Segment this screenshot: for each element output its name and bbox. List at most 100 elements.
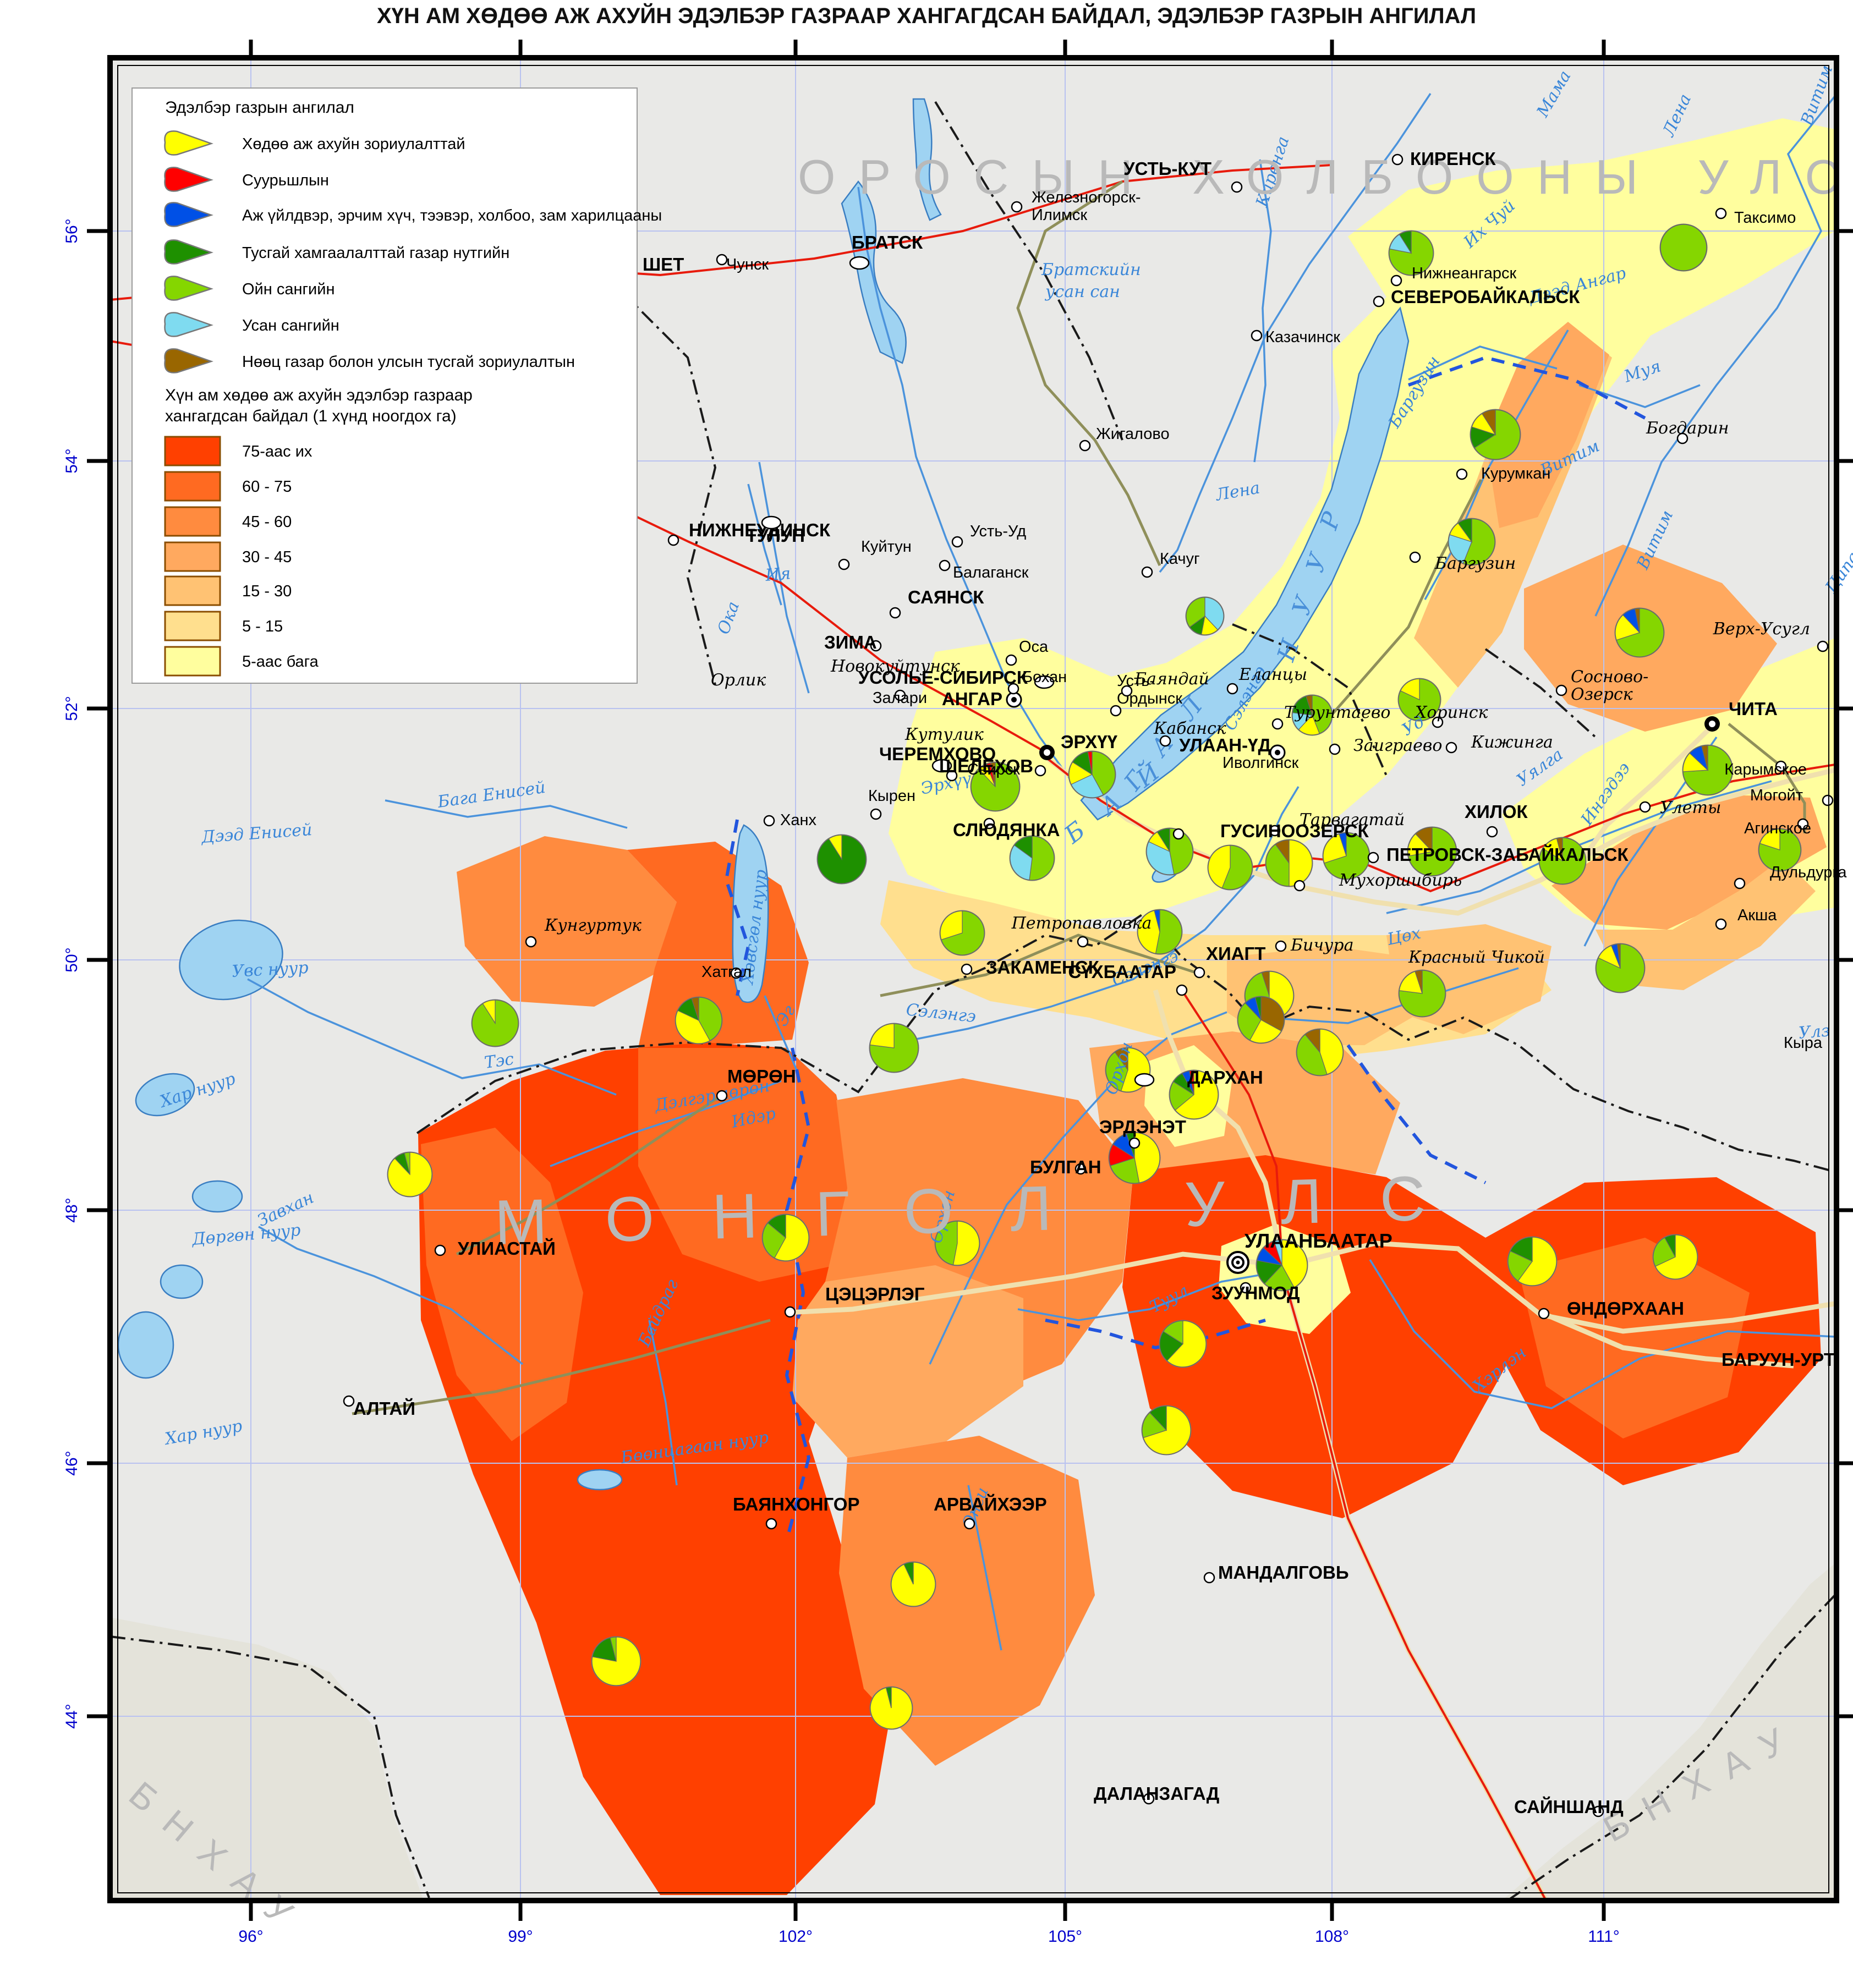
city: Бохан xyxy=(1007,668,1067,695)
city: ХИАГТ xyxy=(1193,943,1265,979)
city: СЛЮДЯНКА xyxy=(953,817,1060,840)
lon-label: 102° xyxy=(779,1927,813,1946)
legend-wedge-ind xyxy=(164,202,213,227)
pie-slice-res xyxy=(691,997,699,1021)
legend-category-label: Суурьшлын xyxy=(242,172,329,189)
lake-khar-n xyxy=(135,1073,195,1117)
city-oval xyxy=(1134,1073,1155,1087)
legend-category-label: Усан сангийн xyxy=(242,317,339,334)
pie-chart xyxy=(1296,1028,1344,1077)
city: Могойт xyxy=(1750,787,1834,806)
city-label: Бичура xyxy=(1290,936,1354,955)
city: БУЛГАН xyxy=(1030,1157,1101,1177)
rivers xyxy=(247,93,1836,1651)
pie-chart xyxy=(1159,1320,1207,1368)
aimag-border-line xyxy=(1346,1044,1487,1184)
legend-category-label: Аж үйлдвэр, эрчим хүч, тээвэр, холбоо, з… xyxy=(242,207,662,224)
city-label: УСОЛЬЕ-СИБИРСК xyxy=(858,667,1028,688)
city: АРВАЙХЭЭР xyxy=(934,1493,1047,1530)
pie-slice-agr xyxy=(675,1010,711,1044)
city-label: Кыра xyxy=(1784,1034,1823,1052)
city-label: Еланцы xyxy=(1238,665,1307,684)
city-label: ДАЛАНЗАГАД xyxy=(1094,1783,1219,1804)
city-label: УЛААН-ҮД xyxy=(1179,735,1271,755)
pie-slice-prot xyxy=(1256,1260,1283,1284)
city-label: Куйтун xyxy=(861,538,912,556)
city-dot xyxy=(1734,877,1746,889)
aimag-border-line xyxy=(785,1047,811,1541)
local-road xyxy=(1016,180,1161,567)
pie-chart xyxy=(1137,909,1183,955)
legend-choropleth-title: Хүн ам хөдөө аж ахуйн эдэлбэр газраар xyxy=(165,386,473,404)
city-label: Жигалово xyxy=(1096,425,1170,443)
pie-slice-agr xyxy=(828,834,842,861)
city-dot xyxy=(1432,716,1444,728)
pie-slice-agr xyxy=(1323,833,1347,864)
lat-label: 46° xyxy=(63,1451,81,1475)
pie-slice-agr xyxy=(1615,614,1641,641)
city-label: Усть-Ордынск xyxy=(1117,672,1182,707)
city-dot xyxy=(730,967,742,979)
city-dot xyxy=(1775,760,1787,772)
city-dot xyxy=(1110,705,1122,717)
pie-slice-prot xyxy=(1149,1405,1167,1431)
water-label: Улз xyxy=(1798,1021,1831,1043)
river-line xyxy=(1408,345,1558,381)
pie-chart xyxy=(934,1220,980,1266)
lat-label: 50° xyxy=(63,947,81,972)
city: ШЕЛЕХОВ xyxy=(939,756,1046,777)
city-label: УСТЬ-КУТ xyxy=(1123,158,1211,179)
region-china-se xyxy=(1502,1562,1836,1901)
legend-class-swatch-c7 xyxy=(164,646,221,677)
pie-chart xyxy=(939,910,985,956)
city-dot xyxy=(1269,825,1281,837)
city-dot xyxy=(1193,966,1205,979)
city-dot xyxy=(961,963,973,975)
city-label: УЛИАСТАЙ xyxy=(458,1238,556,1259)
pie-slice-agr xyxy=(1166,1320,1207,1368)
city-dot xyxy=(784,1306,796,1318)
city-labels: КИРЕНСК УСТЬ-КУТ Железногорск-Илимск Казачи… xyxy=(343,149,1847,1817)
pie-slice-set xyxy=(1189,1070,1194,1095)
city: КИРЕНСК xyxy=(1391,149,1496,169)
pie-chart xyxy=(1237,996,1285,1044)
pie-chart xyxy=(1009,835,1055,881)
pie-chart xyxy=(1185,596,1225,636)
river-line xyxy=(1159,93,1432,573)
state-border-line xyxy=(416,911,1835,1173)
city-label: ТУЛУН xyxy=(746,525,805,546)
city-label: Казачинск xyxy=(1265,328,1340,346)
city-label: Хоринск xyxy=(1414,703,1488,722)
city-label: Тарвагатай xyxy=(1300,810,1405,830)
region-arvaikheer xyxy=(839,1436,1095,1766)
pie-slice-res xyxy=(1260,996,1285,1032)
water-label: Братскийн xyxy=(1041,260,1141,279)
city-dot xyxy=(838,558,850,570)
pie-slice-res xyxy=(1482,409,1496,436)
city-label: СҮХБААТАР xyxy=(1068,962,1176,982)
city: Акша xyxy=(1715,907,1777,930)
city: Тарвагатай xyxy=(1269,810,1405,837)
city: Кабанск xyxy=(1153,719,1226,747)
city: Ханх xyxy=(763,811,816,829)
legend-wedge-set xyxy=(164,167,213,192)
pie-slice-prot xyxy=(1510,1237,1533,1262)
lat-label: 44° xyxy=(63,1704,81,1728)
pie-slice-agr xyxy=(1655,1234,1698,1279)
city-dot xyxy=(939,559,951,572)
city: СЕВЕРОБАЙКАЛЬСК xyxy=(1373,286,1580,307)
pie-slice-prot xyxy=(1457,518,1472,543)
pie-chart xyxy=(1388,230,1434,276)
pie-slice-prot xyxy=(903,1562,914,1585)
city-label: ЦЭЦЭРЛЭГ xyxy=(825,1284,925,1304)
main-road xyxy=(788,1251,1282,1315)
pie-slice-forest xyxy=(941,910,985,955)
city-dot xyxy=(1797,818,1809,830)
city-dot xyxy=(716,1090,728,1102)
local-road xyxy=(456,1094,722,1256)
city-label: ШЕЛЕХОВ xyxy=(939,756,1033,776)
city-dot xyxy=(1121,685,1133,697)
city-oval xyxy=(931,759,952,773)
region-ondorkhaan xyxy=(1518,1238,1750,1438)
